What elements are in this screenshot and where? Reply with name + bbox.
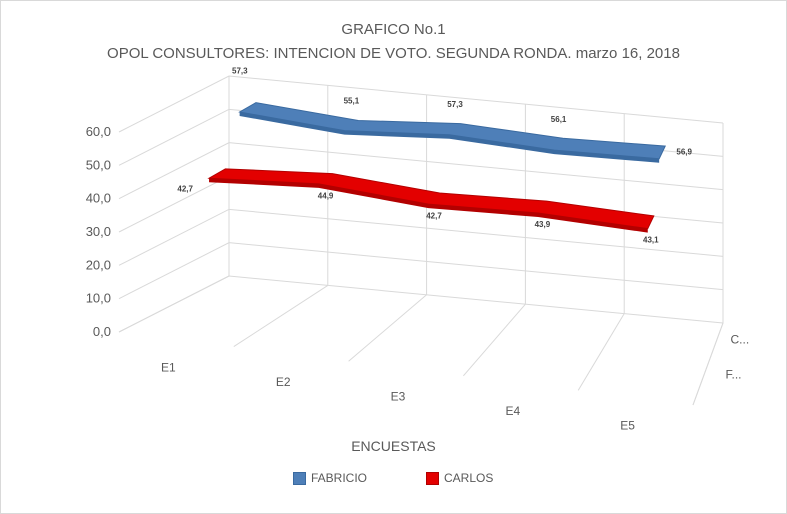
y-tick-label: 10,0 [86,291,111,306]
legend-item-fabricio: FABRICIO [293,471,367,485]
gridline [118,242,724,300]
legend-item-carlos: CARLOS [426,471,493,485]
legend-label-fabricio: FABRICIO [311,471,368,485]
depth-axis-label: C... [731,332,750,346]
data-label-carlos: 42,7 [426,212,442,221]
x-tick-label: E5 [620,419,635,433]
y-tick-label: 30,0 [86,224,111,239]
gridline [463,303,526,377]
depth-axis-label: F... [726,367,742,381]
gridline [118,275,230,333]
y-tick-label: 20,0 [86,257,111,272]
x-tick-label: E1 [161,360,176,374]
data-label-carlos: 44,9 [318,192,334,201]
legend-label-carlos: CARLOS [444,471,494,485]
y-tick-label: 40,0 [86,191,111,206]
data-label-fabricio: 56,9 [676,147,692,156]
data-label-carlos: 43,9 [535,220,551,229]
y-tick-label: 0,0 [93,324,111,339]
legend-swatch-carlos [426,471,439,485]
series-edge-fabricio [239,111,660,163]
gridline [692,322,724,406]
series-edge-carlos [209,178,648,233]
y-tick-label: 60,0 [86,124,111,139]
data-label-fabricio: 57,3 [447,100,463,109]
data-label-carlos: 42,7 [177,185,193,194]
chart-title: GRAFICO No.1 [341,21,446,38]
chart-subtitle: OPOL CONSULTORES: INTENCION DE VOTO. SEG… [107,45,680,62]
legend-swatch-fabricio [293,471,306,485]
x-tick-label: E2 [276,375,291,389]
y-tick-label: 50,0 [86,157,111,172]
data-label-fabricio: 56,1 [551,115,567,124]
gridline [348,294,427,362]
data-label-fabricio: 55,1 [344,97,360,106]
gridline [233,284,329,348]
x-tick-label: E4 [505,404,520,418]
gridline [118,275,724,333]
x-axis-title: ENCUESTAS [351,438,436,454]
x-tick-label: E3 [391,390,406,404]
gridline [577,313,625,391]
data-label-carlos: 43,1 [643,235,659,244]
data-label-fabricio: 57,3 [232,66,248,75]
